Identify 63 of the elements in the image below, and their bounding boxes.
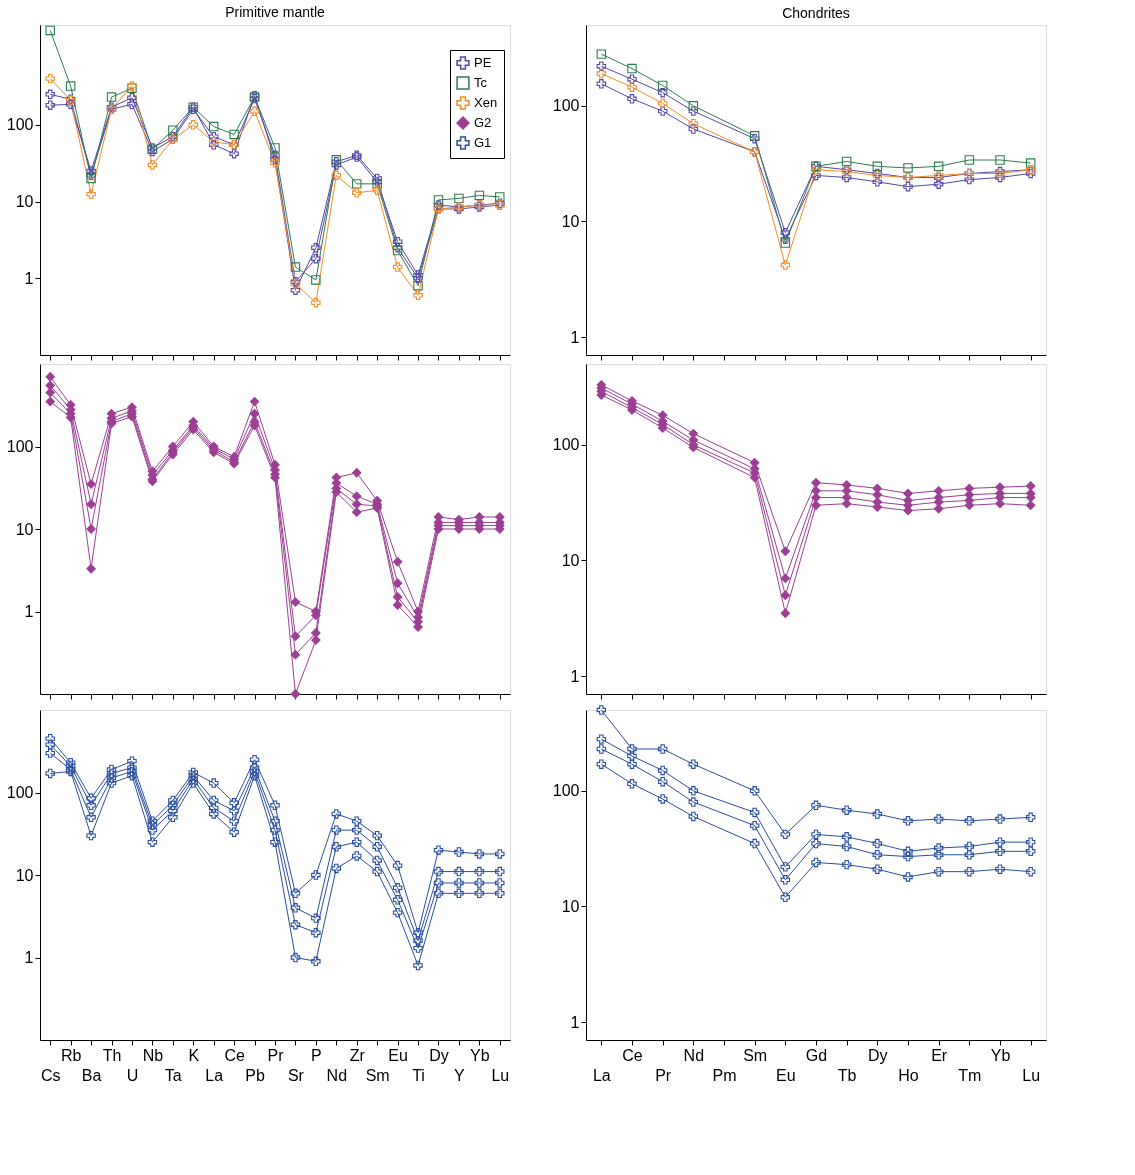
y-tick-label: 10: [15, 193, 34, 211]
y-tick-label: 100: [6, 784, 34, 801]
x-tick-label: Dy: [429, 1046, 449, 1064]
x-tick-label: Dy: [868, 1046, 888, 1064]
y-tick-label: 100: [552, 436, 580, 454]
y-tick-label: 1: [24, 603, 34, 620]
x-tick-label: Cs: [40, 1066, 61, 1084]
x-tick-label: Yb: [990, 1046, 1011, 1064]
x-tick-label: Pb: [245, 1066, 265, 1084]
x-tick-label: Tm: [958, 1066, 982, 1084]
x-tick-label: La: [592, 1066, 611, 1084]
x-tick-label: Tb: [837, 1066, 857, 1084]
x-tick-label: Gd: [805, 1046, 828, 1064]
legend-label: Xen: [474, 95, 498, 110]
x-tick-label: Yb: [470, 1046, 490, 1064]
x-tick-label: Pr: [655, 1066, 672, 1084]
y-tick-label: 1: [24, 269, 34, 287]
x-tick-label: Pr: [267, 1046, 285, 1064]
x-tick-label: Zr: [349, 1046, 366, 1064]
y-tick-label: 100: [6, 438, 34, 455]
x-tick-label: Nb: [142, 1046, 164, 1064]
x-tick-label: Lu: [491, 1066, 510, 1084]
x-tick-label: Ce: [622, 1046, 643, 1064]
x-tick-label: Lu: [1022, 1066, 1041, 1084]
x-tick-label: Eu: [388, 1046, 408, 1064]
x-tick-label: Y: [454, 1066, 466, 1084]
x-tick-label: Nd: [683, 1046, 705, 1064]
x-tick-label: Eu: [776, 1066, 796, 1084]
legend-label: G1: [474, 135, 492, 150]
x-tick-label: Rb: [60, 1046, 82, 1064]
y-tick-label: 1: [24, 949, 34, 966]
x-tick-label: La: [205, 1066, 224, 1084]
legend-label: Tc: [474, 75, 488, 90]
x-tick-label: Nd: [326, 1066, 348, 1084]
x-tick-label: Sm: [365, 1066, 390, 1084]
y-tick-label: 10: [561, 212, 580, 230]
x-tick-label: Ce: [224, 1046, 245, 1064]
legend-label: G2: [474, 115, 492, 130]
y-tick-label: 1: [570, 328, 580, 346]
x-tick-label: U: [126, 1066, 139, 1084]
y-tick-label: 10: [15, 866, 34, 884]
y-tick-label: 100: [552, 782, 580, 800]
x-tick-label: P: [311, 1046, 322, 1064]
x-tick-label: K: [188, 1046, 200, 1064]
x-tick-label: Er: [931, 1046, 948, 1064]
chart-title: Chondrites: [782, 5, 850, 21]
y-tick-label: 1: [570, 1013, 580, 1031]
y-tick-label: 1: [570, 667, 580, 685]
y-tick-label: 100: [552, 97, 580, 115]
y-tick-label: 10: [561, 897, 580, 915]
x-tick-label: Ba: [81, 1066, 102, 1084]
x-tick-label: Ti: [412, 1066, 425, 1084]
y-tick-label: 10: [15, 520, 34, 538]
x-tick-label: Ta: [164, 1066, 182, 1084]
x-tick-label: Pm: [712, 1066, 737, 1084]
y-tick-label: 10: [561, 551, 580, 569]
x-tick-label: Th: [102, 1046, 122, 1064]
chart-title: Primitive mantle: [225, 4, 325, 21]
x-tick-label: Ho: [898, 1066, 919, 1084]
x-tick-label: Sm: [743, 1046, 768, 1064]
legend-label: PE: [474, 55, 492, 70]
y-tick-label: 100: [6, 116, 34, 134]
x-tick-label: Sr: [287, 1066, 305, 1084]
